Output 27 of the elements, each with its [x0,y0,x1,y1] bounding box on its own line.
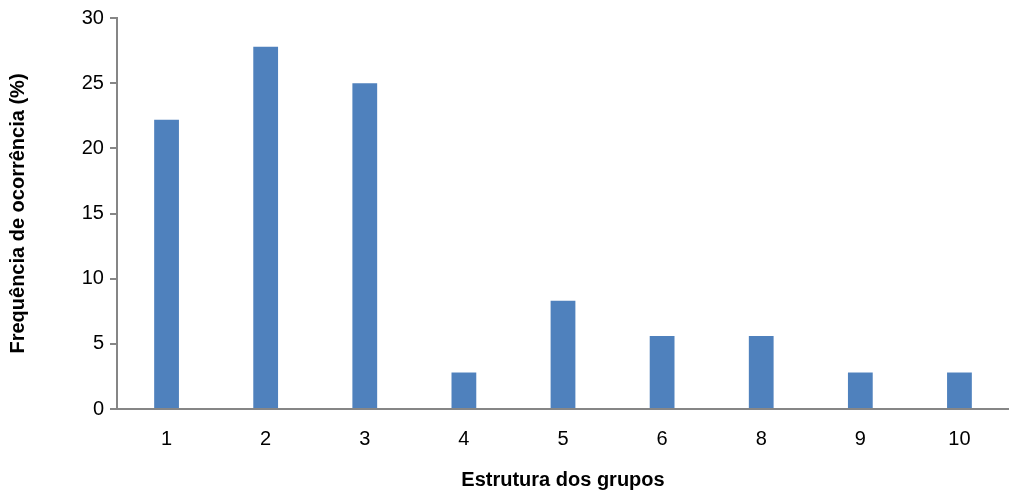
y-axis-title: Frequência de ocorrência (%) [5,73,28,354]
y-tick-label: 15 [81,201,104,224]
bar [451,372,477,408]
x-tick-label: 8 [755,426,767,449]
bar [847,372,873,408]
x-axis-title: Estrutura dos grupos [461,467,665,490]
y-tick-label: 0 [92,396,104,419]
bar [253,46,279,408]
bar [154,119,179,408]
bar [352,83,378,408]
y-tick-label: 10 [81,266,104,289]
x-tick-label: 6 [656,426,668,449]
x-tick-label: 4 [458,426,470,449]
x-tick-label: 1 [160,426,173,449]
x-tick-label: 2 [260,426,272,449]
y-tick-label: 30 [81,5,104,28]
x-tick-label: 5 [557,426,569,449]
x-tick-label: 3 [359,426,371,449]
y-tick-label: 5 [92,331,104,354]
bar [649,336,675,408]
y-tick-label: 25 [81,70,104,93]
x-tick-label: 9 [854,426,866,449]
bar [947,372,972,408]
bar [550,300,576,408]
bar [748,336,774,408]
x-tick-label: 10 [948,426,971,449]
y-tick-label: 20 [81,135,104,158]
